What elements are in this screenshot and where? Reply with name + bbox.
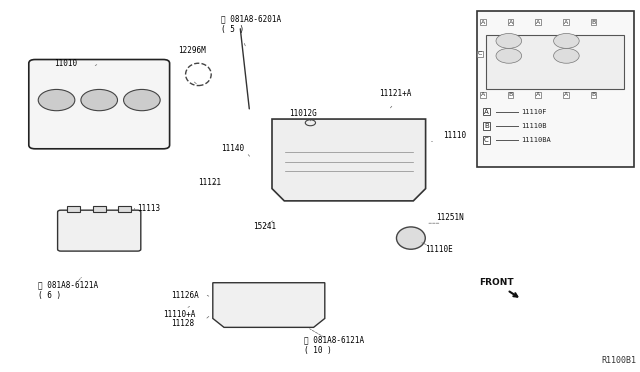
Circle shape [124, 89, 160, 111]
Text: 11251N: 11251N [436, 213, 464, 222]
Text: B: B [591, 92, 595, 97]
Text: A: A [509, 20, 513, 25]
Circle shape [38, 89, 75, 111]
Circle shape [554, 48, 579, 63]
Text: B: B [591, 20, 595, 25]
Text: 11128: 11128 [172, 319, 195, 328]
Text: 11012G: 11012G [289, 109, 317, 118]
Text: 11010: 11010 [54, 59, 77, 68]
Text: A: A [481, 92, 485, 97]
Text: 11140: 11140 [221, 144, 244, 153]
Text: 12296M: 12296M [178, 46, 205, 55]
Text: A: A [536, 20, 540, 25]
Text: Ⓑ 081A8-6201A
( 5 ): Ⓑ 081A8-6201A ( 5 ) [221, 15, 281, 34]
Text: 11121: 11121 [198, 178, 221, 187]
Bar [93, 206, 106, 212]
Text: C: C [478, 51, 482, 57]
Text: 11126A: 11126A [172, 291, 199, 300]
Text: 11110BA: 11110BA [522, 137, 551, 143]
Text: 11121+A: 11121+A [379, 89, 412, 98]
Text: 11110F: 11110F [522, 109, 547, 115]
Bar [477, 11, 634, 167]
Text: 15241: 15241 [253, 222, 276, 231]
Bar [118, 206, 131, 212]
Text: 11113: 11113 [138, 204, 161, 213]
Circle shape [496, 48, 522, 63]
Text: 11110B: 11110B [522, 123, 547, 129]
PathPatch shape [212, 283, 324, 327]
Text: R1100B1: R1100B1 [602, 356, 637, 365]
Bar [67, 206, 80, 212]
Circle shape [554, 33, 579, 48]
Text: 11110E: 11110E [426, 245, 453, 254]
Circle shape [81, 89, 118, 111]
Text: A: A [564, 92, 568, 97]
PathPatch shape [272, 119, 426, 201]
Text: A: A [536, 92, 540, 97]
Text: Ⓑ 081A8-6121A
( 10 ): Ⓑ 081A8-6121A ( 10 ) [304, 336, 364, 355]
Text: 11110: 11110 [443, 131, 466, 140]
Text: A: A [564, 20, 568, 25]
Ellipse shape [397, 227, 425, 249]
Text: FRONT: FRONT [479, 278, 517, 296]
Bar [486, 35, 624, 89]
Text: Ⓑ 081A8-6121A
( 6 ): Ⓑ 081A8-6121A ( 6 ) [38, 280, 99, 300]
Text: 11110+A: 11110+A [163, 310, 196, 319]
Text: B: B [484, 123, 489, 129]
Text: C: C [484, 137, 489, 143]
Circle shape [496, 33, 522, 48]
Text: A: A [481, 20, 485, 25]
Text: B: B [509, 92, 513, 97]
FancyBboxPatch shape [29, 60, 170, 149]
Text: A: A [484, 109, 489, 115]
FancyBboxPatch shape [58, 210, 141, 251]
